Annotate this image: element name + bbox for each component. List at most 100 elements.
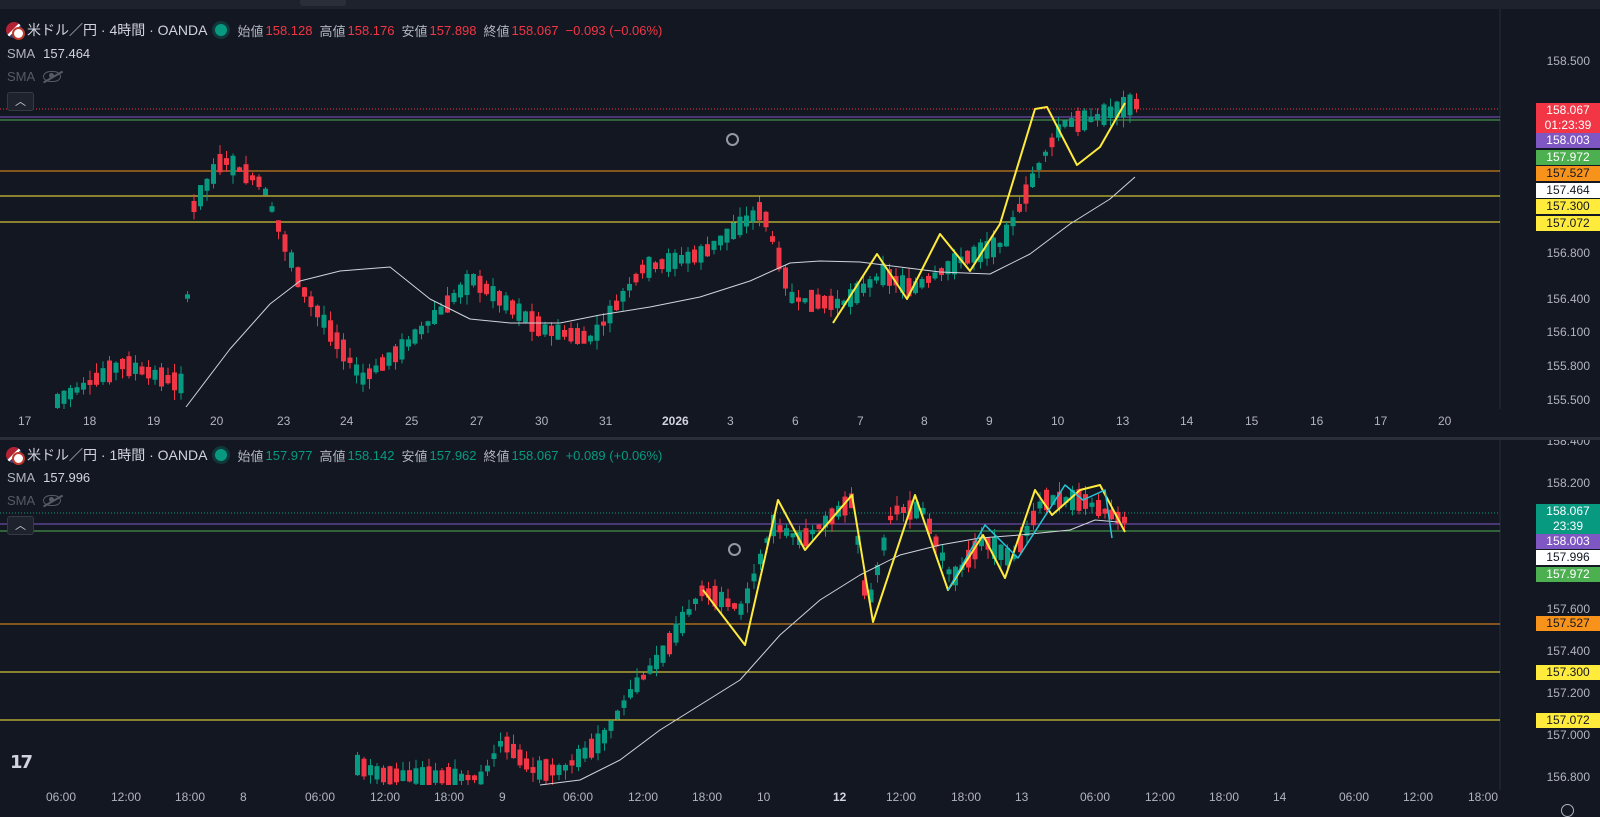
open-value: 158.128 [265, 22, 313, 38]
time-axis-label: 18:00 [175, 790, 206, 804]
candle-4h [802, 298, 808, 303]
candle-4h [705, 244, 710, 257]
candle-4h [1114, 101, 1120, 119]
candle-4h [835, 298, 840, 309]
eye-hidden-icon[interactable] [43, 71, 62, 82]
candle-4h [971, 246, 977, 263]
candle-4h [146, 366, 151, 379]
price-axis-label: 156.800 [1546, 246, 1590, 260]
candle-1h [725, 598, 731, 607]
sma-hidden-row[interactable]: SMA [7, 493, 62, 508]
orange-level-tag: 157.527 [1536, 166, 1600, 181]
toolbar-tab[interactable] [300, 0, 346, 6]
candle-4h [666, 253, 671, 272]
price-axis-label: 155.500 [1546, 393, 1590, 407]
candle-1h [829, 508, 835, 525]
candle-1h [1076, 489, 1082, 511]
candle-4h [867, 279, 873, 288]
time-axis-label: 12:00 [1403, 790, 1434, 804]
candle-4h [698, 246, 704, 263]
candle-1h [420, 767, 425, 785]
candle-1h [888, 515, 893, 521]
chart-panel-4h[interactable]: 米ドル／円 · 4時間 · OANDA 始値 158.128 高値 158.17… [0, 9, 1600, 437]
sma-line-1h [539, 519, 1119, 786]
candle-1h [972, 540, 978, 560]
candle-4h [523, 311, 528, 323]
candle-4h [308, 296, 314, 308]
candle-1h [537, 760, 542, 780]
time-axis-label: 31 [599, 414, 613, 428]
panel-divider[interactable] [0, 437, 1600, 440]
chart-canvas-1h[interactable] [0, 440, 1600, 817]
time-axis-label: 06:00 [563, 790, 594, 804]
candle-1h [732, 603, 737, 609]
candle-1h [738, 603, 744, 615]
candle-4h [932, 272, 938, 279]
candle-4h [984, 241, 990, 259]
price-axis-label: 155.800 [1546, 359, 1590, 373]
candle-1h [823, 515, 828, 528]
candle-1h [914, 501, 919, 519]
candle-4h [1075, 110, 1081, 132]
candle-4h [789, 291, 795, 304]
candle-4h [510, 300, 515, 315]
candle-4h [276, 220, 281, 232]
alarm-icon[interactable] [726, 133, 739, 146]
time-axis-label: 06:00 [1339, 790, 1370, 804]
sma-label: SMA [7, 46, 36, 61]
candle-1h [927, 518, 932, 535]
time-axis-label: 17 [1374, 414, 1388, 428]
candle-1h [439, 770, 445, 784]
candle-4h [763, 211, 769, 228]
candle-1h [1037, 501, 1043, 509]
time-axis-label: 24 [340, 414, 354, 428]
candle-4h [1095, 114, 1100, 121]
candle-1h [842, 496, 848, 516]
sma-hidden-row[interactable]: SMA [7, 69, 62, 84]
eye-hidden-icon[interactable] [43, 495, 62, 506]
time-axis-label: 9 [499, 790, 506, 804]
collapse-chevron-icon[interactable]: ︿ [7, 516, 34, 535]
candle-4h [776, 247, 782, 270]
candle-4h [718, 235, 723, 246]
chart-canvas-4h[interactable] [0, 9, 1600, 437]
candle-4h [1036, 162, 1042, 170]
candle-4h [978, 242, 983, 263]
open-label: 始値 [237, 23, 264, 39]
candle-4h [536, 316, 541, 336]
candle-4h [900, 275, 905, 293]
change-value: +0.089 (+0.06%) [565, 447, 663, 463]
candle-1h [641, 674, 646, 680]
candle-1h [491, 753, 497, 760]
candle-1h [1070, 489, 1075, 511]
chart-panel-1h[interactable]: 米ドル／円 · 1時間 · OANDA 始値 157.977 高値 158.14… [0, 440, 1600, 817]
candle-1h [745, 588, 750, 604]
candle-4h [614, 300, 619, 311]
candle-1h [784, 528, 789, 536]
symbol-title[interactable]: 米ドル／円 · 4時間 · OANDA [27, 22, 208, 38]
time-axis-label: 6 [792, 414, 799, 428]
yellow-level-tag-2: 157.072 [1536, 216, 1600, 231]
tradingview-logo-icon[interactable]: 17 [10, 752, 33, 773]
candle-4h [354, 364, 359, 376]
candle-4h [711, 240, 717, 250]
candle-4h [412, 329, 418, 344]
settings-icon[interactable] [1561, 804, 1574, 817]
alarm-icon[interactable] [728, 543, 741, 556]
time-axis-label: 13 [1116, 414, 1130, 428]
candle-1h [751, 573, 757, 582]
time-axis-label: 16 [1310, 414, 1324, 428]
sma-indicator-row[interactable]: SMA 157.464 [7, 46, 90, 61]
sma-indicator-row[interactable]: SMA 157.996 [7, 470, 90, 485]
candle-4h [880, 263, 886, 286]
collapse-chevron-icon[interactable]: ︿ [7, 92, 34, 111]
time-axis-label: 12:00 [370, 790, 401, 804]
candle-4h [724, 228, 730, 243]
candle-4h [321, 314, 327, 328]
yellow-level-tag-1: 157.300 [1536, 665, 1600, 680]
candle-4h [913, 281, 918, 294]
top-toolbar [0, 0, 1600, 9]
time-axis-label: 18:00 [951, 790, 982, 804]
time-axis-label: 10 [1051, 414, 1065, 428]
symbol-title[interactable]: 米ドル／円 · 1時間 · OANDA [27, 447, 208, 463]
